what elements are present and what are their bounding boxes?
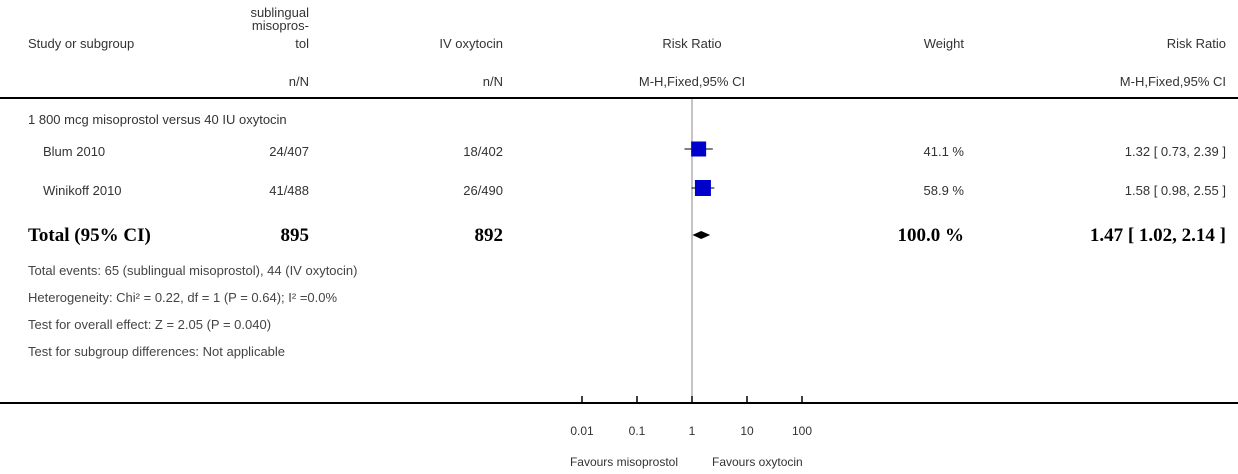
- favours-right-label: Favours oxytocin: [712, 455, 803, 469]
- total-ctrl: 892: [474, 225, 504, 246]
- header-divider: [0, 97, 1238, 99]
- footnote-events: Total events: 65 (sublingual misoprostol…: [28, 263, 358, 278]
- study-exp-events: 24/407: [269, 144, 309, 159]
- study-exp-events: 41/488: [269, 183, 309, 198]
- total-exp: 895: [280, 225, 310, 246]
- study-effect-square: [691, 141, 707, 157]
- total-ci-text: 1.47 [ 1.02, 2.14 ]: [1089, 225, 1226, 246]
- study-weight: 58.9 %: [923, 183, 964, 198]
- study-weight: 41.1 %: [923, 144, 964, 159]
- x-axis-tick-label: 0.1: [628, 424, 646, 438]
- total-label: Total (95% CI): [28, 225, 151, 246]
- study-ci-text: 1.32 [ 0.73, 2.39 ]: [1124, 144, 1226, 159]
- footnote-subgroup-diff: Test for subgroup differences: Not appli…: [28, 344, 286, 359]
- study-name: Winikoff 2010: [43, 183, 122, 198]
- footnote-overall-effect: Test for overall effect: Z = 2.05 (P = 0…: [28, 317, 272, 332]
- col-header-study: Study or subgroup: [28, 36, 135, 51]
- col-header-control: IV oxytocin: [439, 36, 503, 51]
- subheader-exp-nN: n/N: [288, 74, 309, 89]
- study-ci-text: 1.58 [ 0.98, 2.55 ]: [1124, 183, 1226, 198]
- x-axis-tick-label: 0.01: [570, 424, 594, 438]
- subgroup-title: 1 800 mcg misoprostol versus 40 IU oxyto…: [28, 112, 287, 127]
- footnote-heterogeneity: Heterogeneity: Chi² = 0.22, df = 1 (P = …: [28, 290, 338, 305]
- x-axis-tick-label: 1: [688, 424, 696, 438]
- total-weight: 100.0 %: [897, 225, 965, 246]
- col-header-risk-ratio-plot: Risk Ratio: [662, 36, 722, 51]
- subheader-rr-plot-method: M-H,Fixed,95% CI: [638, 74, 746, 89]
- subheader-ctrl-nN: n/N: [482, 74, 503, 89]
- favours-left-label: Favours misoprostol: [569, 455, 678, 469]
- col-header-weight: Weight: [923, 36, 964, 51]
- col-header-exp-line-2: misopros-: [251, 18, 309, 33]
- study-effect-square: [694, 180, 711, 196]
- col-header-exp-line-1: sublingual: [250, 5, 309, 20]
- subheader-rr-text-method: M-H,Fixed,95% CI: [1119, 74, 1226, 89]
- x-axis-tick-label: 10: [740, 424, 754, 438]
- study-ctrl-events: 18/402: [463, 144, 503, 159]
- total-effect-diamond: [692, 231, 711, 239]
- study-ctrl-events: 26/490: [463, 183, 503, 198]
- col-header-exp-line-3: tol: [295, 36, 309, 51]
- col-header-risk-ratio-text: Risk Ratio: [1166, 36, 1226, 51]
- x-axis-tick-label: 100: [791, 424, 813, 438]
- col-header-experimental: sublingual misopros- tol: [200, 6, 309, 50]
- study-name: Blum 2010: [43, 144, 106, 159]
